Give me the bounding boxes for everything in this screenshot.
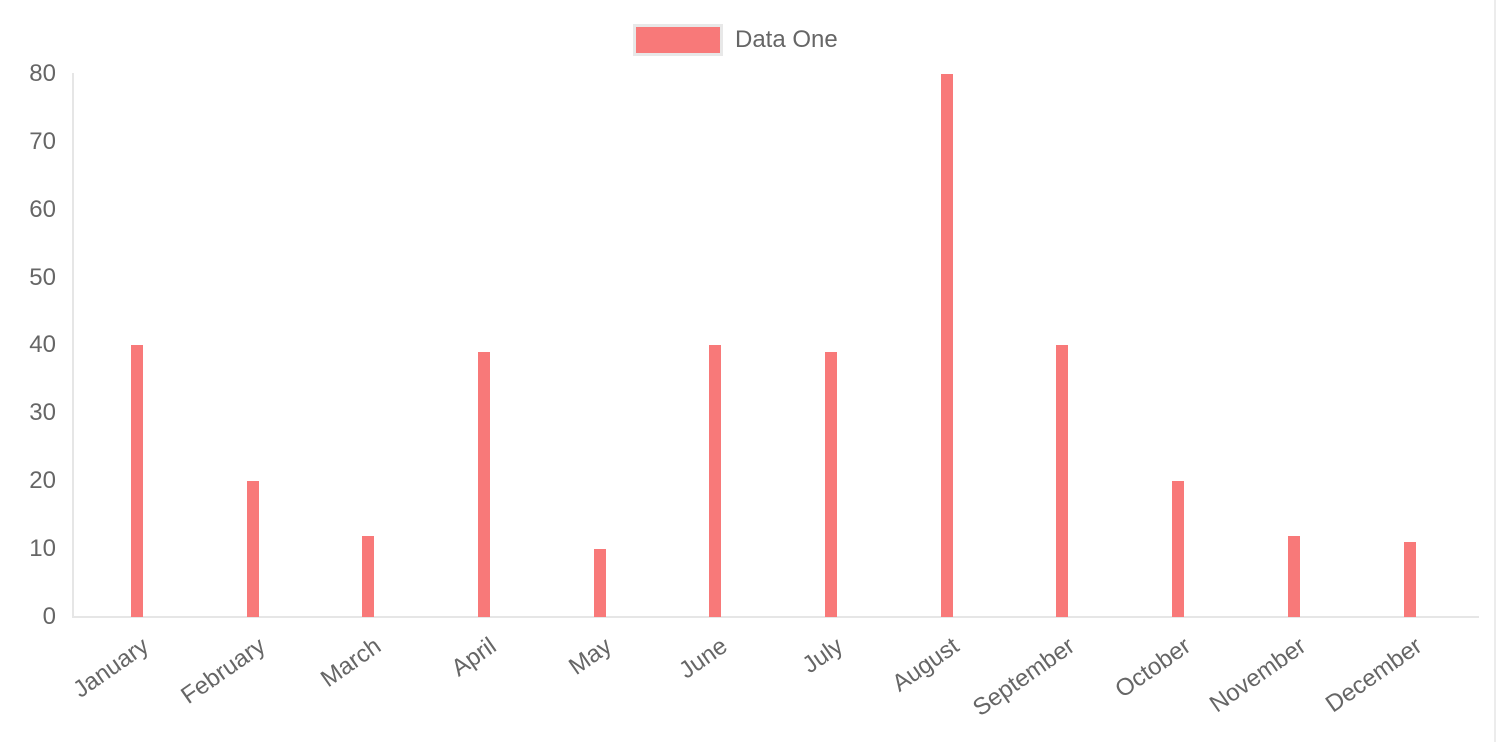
x-tick-label-april: April — [446, 632, 502, 683]
x-axis-line — [72, 616, 1479, 618]
legend-label: Data One — [735, 26, 838, 53]
y-tick-label: 70 — [29, 127, 56, 155]
bar-january[interactable] — [130, 345, 143, 617]
x-tick-label-november: November — [1205, 632, 1312, 718]
bar-april[interactable] — [477, 352, 490, 617]
y-tick-label: 80 — [29, 59, 56, 87]
bar-october[interactable] — [1172, 481, 1185, 617]
bar-june[interactable] — [709, 345, 722, 617]
y-tick-label: 60 — [29, 195, 56, 223]
y-tick-label: 0 — [42, 603, 56, 630]
x-tick-label-july: July — [797, 632, 849, 679]
bar-july[interactable] — [825, 352, 838, 617]
y-tick-label: 10 — [29, 535, 56, 563]
y-tick-label: 30 — [29, 399, 56, 427]
y-axis-line — [72, 73, 74, 618]
bar-september[interactable] — [1056, 345, 1069, 617]
x-tick-label-september: September — [968, 632, 1080, 722]
x-tick-label-march: March — [315, 632, 386, 693]
x-tick-label-january: January — [68, 632, 155, 704]
bar-may[interactable] — [593, 549, 606, 617]
right-edge-divider — [1494, 0, 1496, 742]
bar-august[interactable] — [940, 73, 953, 617]
bar-march[interactable] — [362, 535, 375, 617]
x-tick-label-december: December — [1320, 632, 1427, 718]
legend-item-data-one[interactable]: Data One — [633, 24, 838, 56]
bar-december[interactable] — [1403, 542, 1416, 617]
y-tick-label: 50 — [29, 263, 56, 291]
bar-november[interactable] — [1287, 535, 1300, 617]
x-tick-label-october: October — [1110, 632, 1196, 704]
x-tick-label-may: May — [564, 632, 617, 681]
x-tick-label-august: August — [887, 632, 965, 698]
y-tick-label: 40 — [29, 331, 56, 359]
y-tick-label: 20 — [29, 467, 56, 495]
bar-february[interactable] — [246, 481, 259, 617]
legend-color-swatch — [633, 24, 723, 56]
x-tick-label-february: February — [175, 632, 270, 710]
x-tick-label-june: June — [674, 632, 733, 685]
